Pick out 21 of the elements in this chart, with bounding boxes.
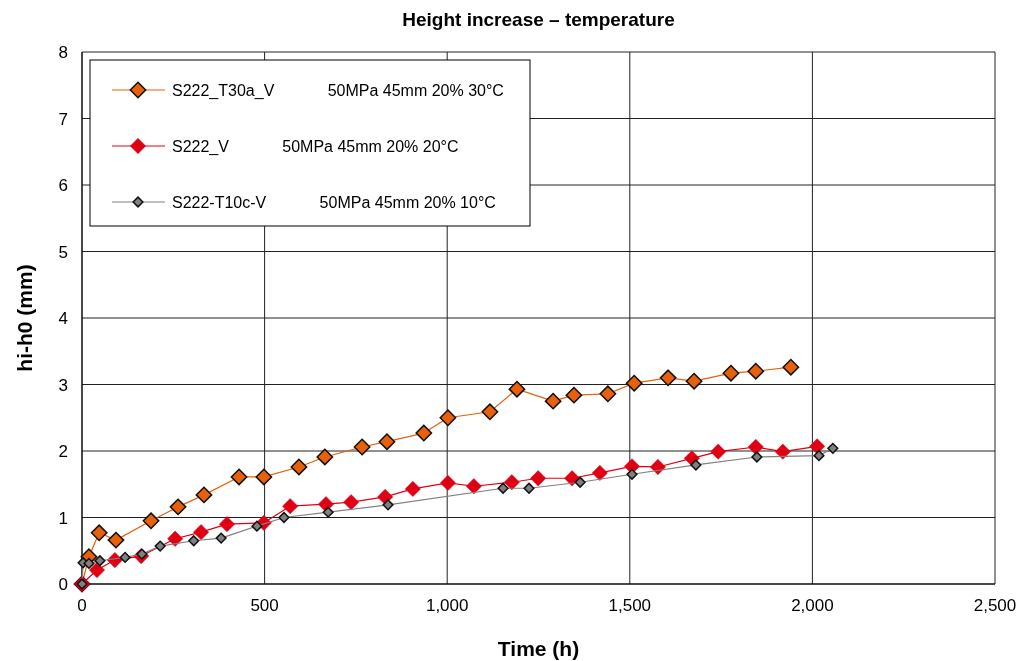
y-tick-label: 2	[58, 442, 68, 461]
y-tick-label: 8	[58, 43, 68, 62]
x-tick-label: 500	[250, 596, 279, 615]
y-tick-label: 3	[58, 375, 68, 395]
legend-label: S222-T10c-V 50MPa 45mm 20% 10°C	[172, 194, 496, 211]
x-tick-label: 0	[77, 596, 87, 615]
y-tick-label: 1	[58, 508, 68, 528]
y-tick-label: 0	[58, 575, 68, 594]
x-axis-title: Time (h)	[497, 637, 580, 660]
y-axis-title: hi-h0 (mm)	[13, 264, 36, 372]
y-tick-label: 4	[58, 309, 68, 328]
x-tick-label: 1,500	[608, 596, 652, 615]
y-tick-label: 6	[58, 176, 68, 195]
x-tick-label: 1,000	[425, 596, 469, 615]
x-tick-label: 2,500	[973, 596, 1017, 615]
y-tick-label: 7	[58, 109, 68, 129]
x-tick-label: 2,000	[791, 596, 834, 615]
legend-label: S222_V 50MPa 45mm 20% 20°C	[172, 138, 459, 156]
chart-title: Height increase – temperature	[402, 9, 675, 30]
legend-label: S222_T30a_V 50MPa 45mm 20% 30°C	[172, 82, 504, 100]
y-tick-label: 5	[58, 242, 68, 262]
